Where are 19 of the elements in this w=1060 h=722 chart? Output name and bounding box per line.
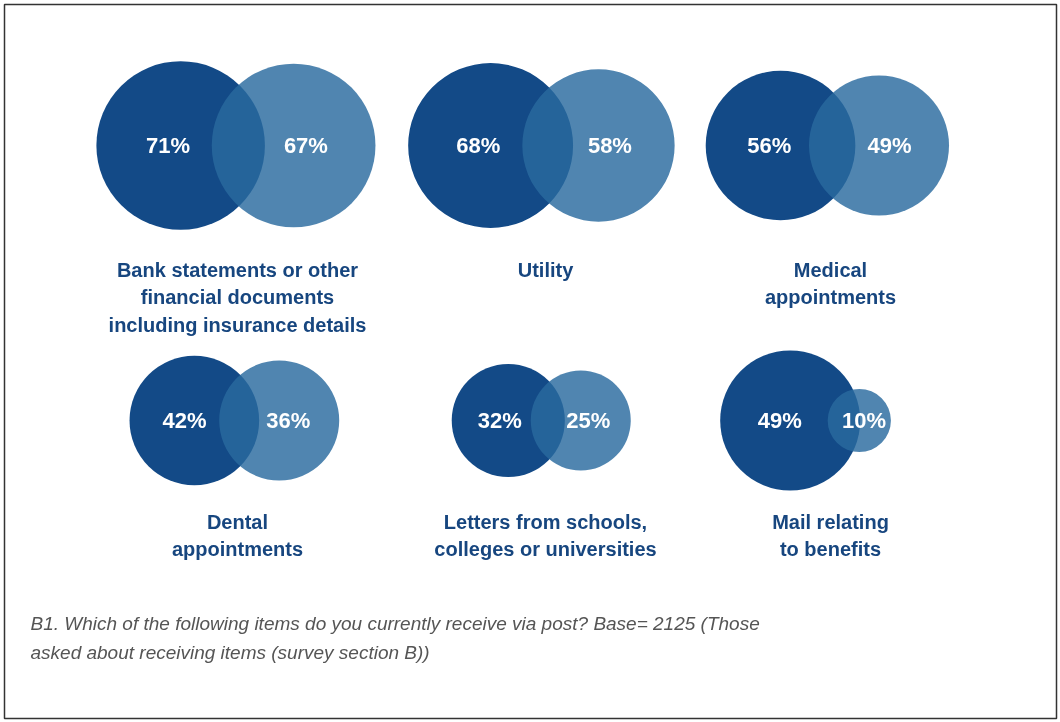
data-label: 49% <box>757 408 802 433</box>
data-label: 58% <box>587 133 632 158</box>
category-label: Bank statements or other financial documents including insurance details <box>108 258 367 336</box>
data-label: 67% <box>283 133 328 158</box>
category-label: Medical appointments <box>764 258 897 308</box>
text: B1. Which of the following items do you currently receive via post? Base= 2125 (Those asked about receiving items (survey section B)) <box>30 612 760 663</box>
data-label: 10% <box>842 408 887 433</box>
data-label: 49% <box>867 133 912 158</box>
data-label: 56% <box>747 133 792 158</box>
data-label: 68% <box>456 133 501 158</box>
data-label: 25% <box>566 408 611 433</box>
category-label: Mail relating to benefits <box>772 510 889 560</box>
data-label: 71% <box>146 133 191 158</box>
data-label: 32% <box>477 408 522 433</box>
category-label: Dental appointments <box>171 510 304 560</box>
category-label: Letters from schools, colleges or universities <box>434 510 657 560</box>
category-label: Utility <box>517 258 575 281</box>
data-label: 36% <box>266 408 311 433</box>
data-label: 42% <box>162 408 207 433</box>
